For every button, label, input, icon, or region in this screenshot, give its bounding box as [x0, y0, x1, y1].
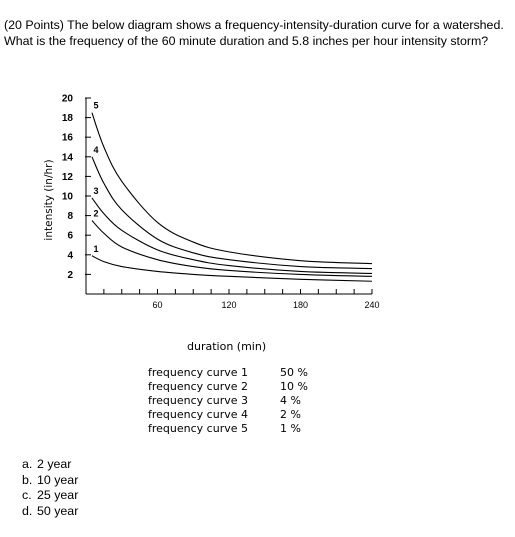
x-axis-label: duration (min) [187, 340, 267, 353]
option-letter: d. [22, 503, 33, 518]
option-letter: c. [22, 488, 32, 502]
legend-curve-name: frequency curve 5 [148, 422, 248, 435]
curve-label-3: 3 [93, 186, 98, 196]
legend-frequency: 10 % [280, 380, 308, 393]
option-text: 10 year [37, 472, 79, 487]
frequency-curve-5 [91, 112, 373, 265]
legend-row: frequency curve 3 4 % [148, 394, 348, 408]
legend-row: frequency curve 1 50 % [148, 366, 348, 380]
y-tick-label: 10 [62, 192, 74, 203]
legend: frequency curve 1 50 % frequency curve 2 10… [148, 366, 348, 436]
y-tick-label: 4 [67, 250, 73, 261]
curve-label-1: 1 [93, 244, 98, 254]
legend-frequency: 4 % [280, 394, 301, 407]
option-letter: a. [22, 457, 33, 471]
answer-options: a. 2 year b. 10 year c. 25 year d. 50 year [22, 457, 78, 519]
frequency-curve-2 [91, 220, 373, 277]
legend-row: frequency curve 5 1 % [148, 422, 348, 436]
option-letter: b. [22, 472, 33, 487]
frequency-curve-1 [91, 255, 373, 282]
y-tick-label: 18 [62, 113, 74, 124]
y-tick-label: 8 [67, 211, 73, 222]
y-tick-label: 12 [62, 172, 74, 183]
legend-curve-name: frequency curve 2 [148, 380, 248, 393]
option-text: 25 year [37, 488, 79, 502]
frequency-curve-3 [91, 197, 373, 274]
legend-frequency: 1 % [280, 422, 301, 435]
legend-curve-name: frequency curve 1 [148, 366, 248, 379]
curve-label-5: 5 [93, 101, 98, 111]
curve-label-2: 2 [93, 209, 98, 219]
x-tick-label: 240 [364, 300, 379, 310]
y-tick-label: 14 [62, 152, 74, 163]
y-tick-label: 16 [62, 133, 74, 144]
y-tick-label: 20 [62, 94, 74, 105]
answer-option: c. 25 year [22, 488, 78, 504]
question-text: (20 Points) The below diagram shows a fr… [4, 18, 504, 48]
legend-curve-name: frequency curve 3 [148, 394, 248, 407]
x-tick-label: 120 [221, 300, 236, 310]
frequency-curve-4 [91, 156, 373, 270]
curve-label-4: 4 [93, 145, 98, 155]
y-tick-label: 2 [67, 270, 73, 281]
legend-row: frequency curve 4 2 % [148, 408, 348, 422]
legend-row: frequency curve 2 10 % [148, 380, 348, 394]
y-axis-label: intensity (in/hr) [43, 159, 55, 240]
answer-option: d. 50 year [22, 504, 78, 520]
option-text: 50 year [37, 503, 79, 518]
option-text: 2 year [37, 457, 72, 471]
legend-frequency: 50 % [280, 366, 308, 379]
answer-option: b. 10 year [22, 473, 78, 489]
curves: 1 2 3 4 5 [91, 101, 373, 282]
legend-curve-name: frequency curve 4 [148, 408, 248, 421]
x-tick-label: 180 [293, 300, 308, 310]
answer-option: a. 2 year [22, 457, 78, 473]
y-tick-label: 6 [67, 231, 73, 242]
legend-frequency: 2 % [280, 408, 301, 421]
x-tick-label: 60 [152, 300, 162, 310]
